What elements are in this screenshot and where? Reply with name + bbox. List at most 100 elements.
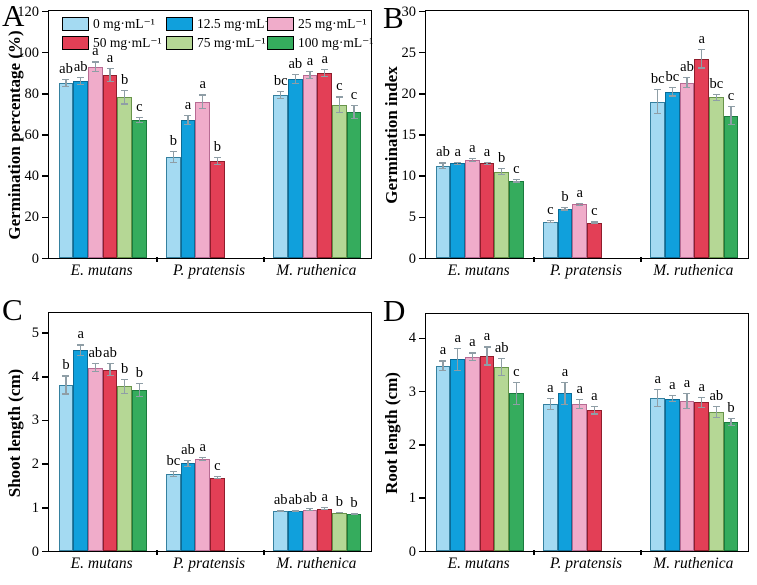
legend-swatch-100mg: [267, 36, 294, 50]
error-bar-cap-bottom: [727, 425, 735, 427]
error-bar-cap-top: [468, 352, 476, 354]
panel-letter-D: D: [383, 293, 406, 328]
error-bar-line: [730, 417, 732, 427]
error-bar-cap-top: [590, 406, 598, 408]
error-bar-cap-bottom: [121, 103, 129, 105]
significance-letter: b: [213, 139, 221, 156]
legend-label: 50 mg·mL⁻¹: [93, 35, 162, 50]
error-bar-line: [80, 344, 82, 356]
bar-100mg-M-ruthenica: [723, 422, 739, 551]
error-bar-line: [730, 105, 732, 126]
plot-area-C: b a ab ab b b bc ab a c ab ab ab a b b: [48, 312, 372, 552]
error-bar-cap-bottom: [184, 465, 192, 467]
error-bar-line: [65, 78, 67, 88]
error-bar-cap-bottom: [135, 121, 143, 124]
error-bar-cap-top: [512, 381, 520, 383]
error-bar-line: [701, 397, 703, 408]
y-tick-B: [419, 216, 425, 219]
bar-12.5mg-P-pratensis: [180, 120, 196, 258]
bar-12.5mg-E-mutans: [450, 359, 465, 551]
significance-letter: b: [350, 495, 358, 511]
significance-letter: b: [727, 399, 735, 416]
bar-50mg-M-ruthenica: [317, 508, 332, 551]
error-bar-cap-top: [184, 459, 192, 461]
y-tick-B: [419, 93, 425, 95]
bar-25mg-P-pratensis: [195, 101, 210, 258]
error-bar-cap-top: [712, 94, 720, 96]
significance-letter: ab: [709, 387, 724, 404]
x-category-label: M. ruthenica: [276, 262, 357, 279]
error-bar-cap-bottom: [350, 117, 358, 120]
y-tick-label-C: 3: [31, 412, 39, 429]
error-bar-line: [457, 161, 459, 165]
y-tick-D: [419, 550, 425, 553]
x-tick-D: [533, 550, 535, 555]
error-bar-cap-bottom: [483, 364, 491, 366]
legend-label: 0 mg·mL⁻¹: [93, 16, 155, 31]
error-bar-cap-bottom: [498, 375, 506, 377]
y-tick-C: [42, 463, 48, 465]
bar-100mg-M-ruthenica: [346, 513, 362, 551]
plot-area-B: ab a a a b c c b a c bc bc ab a bc c: [425, 10, 749, 259]
x-tick-B: [533, 257, 535, 262]
error-bar-line: [515, 178, 517, 183]
y-tick-label-A: 60: [24, 127, 40, 143]
error-bar-cap-bottom: [121, 393, 129, 395]
error-bar-cap-bottom: [277, 98, 285, 100]
legend-swatch-0mg: [62, 17, 89, 31]
error-bar-cap-bottom: [106, 80, 114, 82]
significance-letter: a: [561, 363, 569, 380]
error-bar-cap-top: [135, 117, 143, 119]
y-tick-label-D: 2: [408, 436, 416, 453]
error-bar-cap-top: [712, 405, 720, 407]
bar-100mg-M-ruthenica: [723, 115, 739, 258]
y-tick-A: [42, 51, 48, 54]
error-bar-line: [172, 470, 174, 477]
error-bar-cap-bottom: [350, 513, 358, 515]
y-tick-label-A: 20: [24, 209, 40, 226]
significance-letter: b: [121, 360, 129, 377]
bar-0mg-E-mutans: [435, 365, 451, 551]
bar-50mg-P-pratensis: [587, 222, 602, 258]
error-bar-cap-top: [654, 389, 662, 391]
error-bar-line: [501, 358, 503, 377]
y-tick-label-D: 3: [408, 383, 416, 400]
bar-75mg-M-ruthenica: [709, 97, 724, 258]
error-bar-cap-bottom: [199, 107, 207, 109]
significance-letter: b: [62, 357, 70, 374]
significance-letter: a: [591, 388, 598, 405]
bar-100mg-M-ruthenica: [346, 111, 362, 258]
error-bar-line: [172, 150, 174, 164]
significance-letter: ab: [288, 491, 303, 508]
y-tick-C: [42, 550, 48, 553]
error-bar-line: [549, 397, 551, 411]
error-bar-cap-top: [561, 206, 569, 208]
error-bar-cap-top: [106, 67, 114, 69]
error-bar-cap-top: [727, 417, 735, 420]
legend-label: 100 mg·mL⁻¹: [298, 35, 374, 50]
bar-12.5mg-P-pratensis: [180, 463, 196, 551]
significance-letter: a: [77, 326, 84, 343]
bar-50mg-M-ruthenica: [694, 402, 709, 551]
bar-0mg-P-pratensis: [542, 404, 558, 551]
error-bar-line: [294, 509, 296, 513]
error-bar-cap-top: [454, 161, 462, 163]
significance-letter: a: [698, 379, 705, 396]
y-tick-label-B: 30: [401, 3, 417, 20]
y-tick-C: [42, 507, 48, 509]
y-tick-label-C: 1: [31, 499, 39, 516]
significance-letter: a: [483, 143, 491, 160]
significance-letter: c: [547, 202, 554, 219]
bar-50mg-E-mutans: [479, 356, 495, 551]
y-tick-label-B: 25: [401, 44, 417, 61]
error-bar-cap-bottom: [135, 396, 143, 398]
significance-letter: b: [121, 72, 129, 89]
bar-50mg-P-pratensis: [210, 161, 225, 258]
error-bar-cap-bottom: [468, 161, 476, 163]
error-bar-cap-bottom: [62, 393, 70, 395]
error-bar-cap-top: [512, 178, 520, 180]
significance-letter: a: [483, 328, 491, 345]
bar-25mg-E-mutans: [87, 66, 103, 258]
error-bar-cap-top: [77, 76, 85, 79]
